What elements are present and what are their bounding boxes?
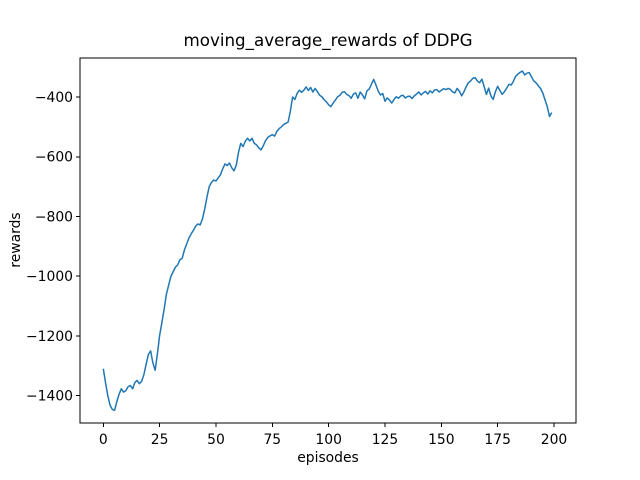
chart-title: moving_average_rewards of DDPG: [183, 30, 473, 50]
x-tick-marks: [102, 423, 555, 427]
x-tick-label: 100: [315, 432, 342, 448]
reward-line-series: [102, 70, 553, 412]
x-tick-label: 175: [484, 432, 511, 448]
y-axis-label: rewards: [8, 212, 24, 268]
y-tick-marks: [76, 96, 80, 397]
y-tick-labels: −400 −600 −800 −1000 −1200 −1400: [26, 90, 73, 405]
x-tick-label: 75: [263, 432, 281, 448]
x-tick-label: 125: [372, 432, 399, 448]
y-tick-label: −400: [35, 90, 73, 106]
x-tick-label: 0: [99, 432, 108, 448]
y-tick-label: −1200: [26, 329, 73, 345]
y-tick-label: −1000: [26, 269, 73, 285]
y-tick-label: −800: [35, 209, 73, 225]
x-tick-label: 25: [151, 432, 169, 448]
x-tick-label: 150: [428, 432, 455, 448]
data-line: [102, 70, 553, 412]
x-axis-label: episodes: [297, 450, 359, 466]
x-tick-label: 200: [541, 432, 568, 448]
x-tick-label: 50: [207, 432, 225, 448]
x-tick-labels: 0 25 50 75 100 125 150 175 200: [99, 432, 567, 448]
axes-frame: [79, 57, 577, 424]
y-tick-label: −600: [35, 150, 73, 166]
y-tick-label: −1400: [26, 389, 73, 405]
